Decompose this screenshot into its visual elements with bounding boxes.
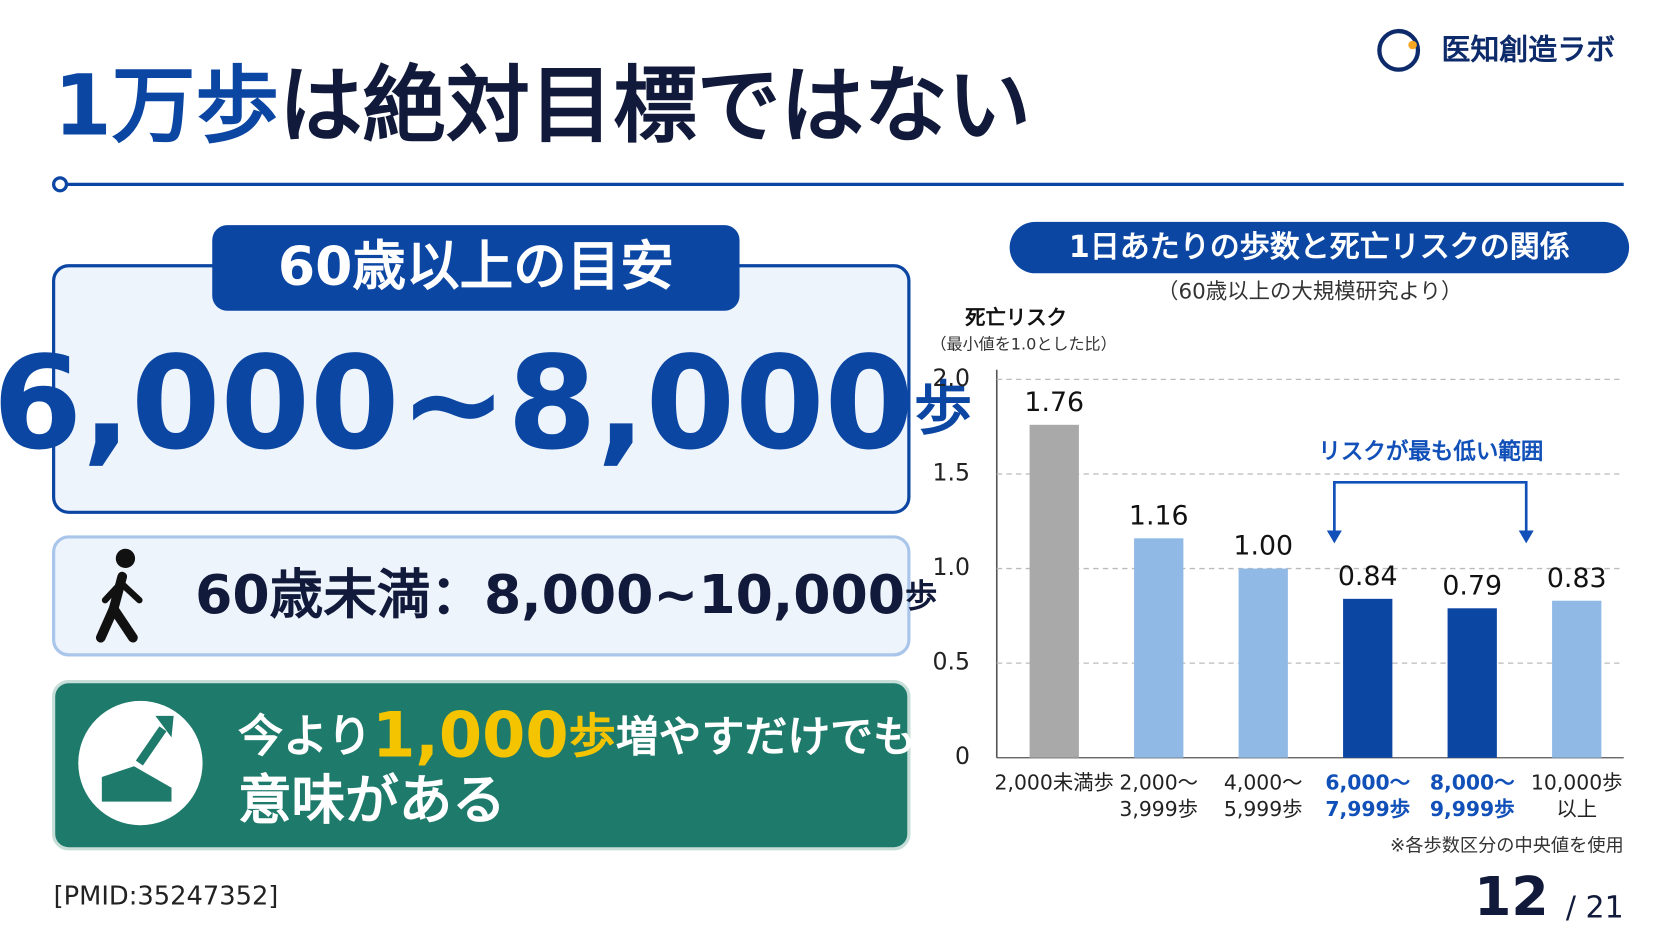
title-accent: 1万歩	[54, 56, 279, 154]
bar	[1447, 608, 1497, 758]
value-label: 1.00	[1233, 531, 1293, 562]
slide-title: 1万歩は絶対目標ではない	[54, 56, 1032, 154]
bar	[1029, 424, 1079, 758]
shoe-icon	[101, 715, 174, 802]
value-label: 1.16	[1129, 500, 1189, 531]
y-label: 死亡リスク	[965, 305, 1067, 329]
source: [PMID:35247352]	[54, 882, 279, 912]
divider-dot	[52, 176, 69, 193]
guide-range: 6,000~8,000歩	[0, 330, 972, 479]
y-sublabel: （最小値を1.0とした比）	[930, 335, 1116, 354]
range-number: 6,000~8,000	[0, 330, 914, 479]
x-tick-label: 9,999歩	[1430, 797, 1515, 821]
logo: 医知創造ラボ	[1377, 28, 1616, 72]
x-tick-label: 5,999歩	[1224, 797, 1303, 821]
annotation-arrows	[1326, 530, 1534, 544]
range-unit: 歩	[914, 375, 972, 443]
chart-subtitle: （60歳以上の大規模研究より）	[1157, 280, 1462, 305]
value-label: 0.84	[1338, 561, 1398, 592]
y-tick-label: 1.5	[932, 458, 969, 486]
annotation: リスクが最も低い範囲	[1318, 438, 1543, 465]
page-number: 12	[1474, 865, 1549, 928]
title-rest: は絶対目標ではない	[279, 56, 1031, 154]
chart-title: 1日あたりの歩数と死亡リスクの関係	[1069, 230, 1570, 265]
under60-main: 60歳未満：8,000~10,000	[195, 563, 905, 626]
guide-label-bg	[212, 225, 740, 311]
x-tick-label: 6,000〜	[1325, 770, 1410, 794]
tip-accent: 1,000	[372, 699, 569, 772]
bar	[1552, 600, 1602, 758]
tip-accent-unit: 歩	[569, 710, 616, 765]
y-tick-label: 1.0	[932, 553, 969, 581]
annotation-bracket	[1333, 480, 1528, 533]
chart-note: ※各歩数区分の中央値を使用	[1390, 836, 1624, 857]
value-label: 1.76	[1024, 387, 1084, 418]
chart-title-bg	[1009, 221, 1630, 274]
bar	[1238, 568, 1288, 758]
y-tick-label: 0.5	[932, 648, 969, 676]
logo-text: 医知創造ラボ	[1442, 32, 1616, 66]
under60-unit: 歩	[905, 577, 937, 615]
x-tick-label: 4,000〜	[1224, 770, 1303, 794]
value-label: 0.79	[1442, 570, 1502, 601]
tip-line2: 意味がある	[238, 768, 506, 831]
x-tick-label: 2,000未満歩	[995, 770, 1114, 794]
x-tick-label: 7,999歩	[1325, 797, 1410, 821]
tip-box	[52, 680, 911, 851]
under60-text: 60歳未満：8,000~10,000歩	[195, 563, 937, 626]
x-tick-label: 3,999歩	[1119, 797, 1198, 821]
page-total: / 21	[1566, 890, 1624, 925]
x-tick-label: 以上	[1556, 797, 1597, 821]
tip-after: 増やすだけでも	[616, 712, 916, 762]
x-tick-label: 10,000歩	[1531, 770, 1623, 794]
under60-box	[52, 535, 911, 657]
guide-label: 60歳以上の目安	[278, 235, 674, 298]
y-tick-label: 0	[955, 742, 970, 770]
x-tick-label: 8,000〜	[1430, 770, 1515, 794]
tip-line1: 今より1,000歩増やすだけでも	[238, 699, 916, 772]
value-label: 0.83	[1547, 563, 1607, 594]
x-tick-label: 2,000〜	[1119, 770, 1198, 794]
bar	[1134, 538, 1184, 758]
tip-before: 今より	[238, 710, 372, 763]
walker-icon	[95, 548, 143, 643]
bar	[1343, 598, 1393, 758]
y-tick-label: 2.0	[932, 364, 969, 392]
